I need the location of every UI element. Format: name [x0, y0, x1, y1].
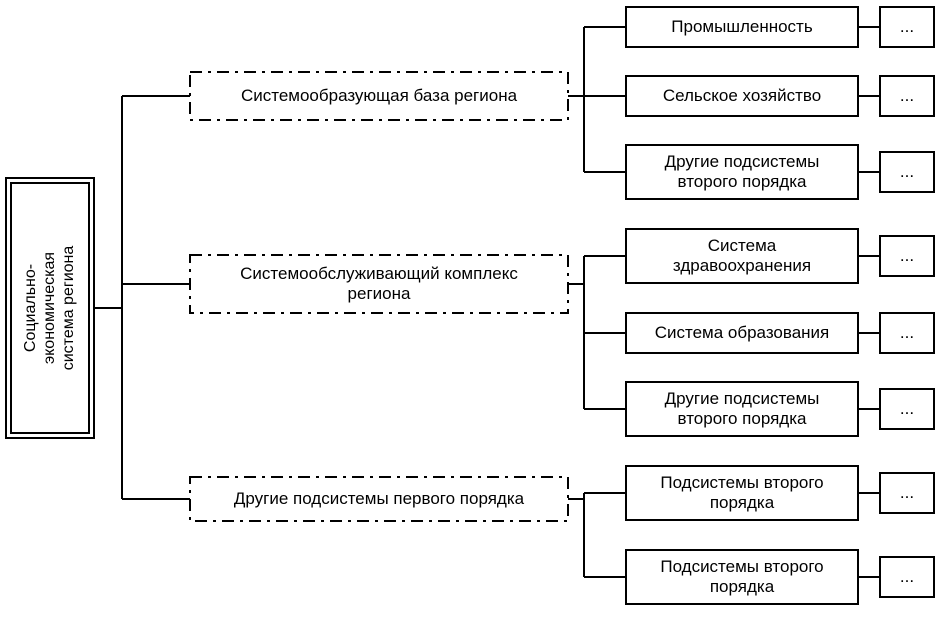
child-label-0-0: Промышленность: [671, 17, 813, 36]
ellipsis-label-1-2: ...: [900, 399, 914, 418]
branch-label-2: Другие подсистемы первого порядка: [234, 489, 525, 508]
ellipsis-label-2-0: ...: [900, 483, 914, 502]
ellipsis-label-1-1: ...: [900, 323, 914, 342]
child-label-0-2: Другие подсистемывторого порядка: [665, 152, 820, 191]
ellipsis-label-0-1: ...: [900, 86, 914, 105]
ellipsis-label-2-1: ...: [900, 567, 914, 586]
ellipsis-label-0-0: ...: [900, 17, 914, 36]
child-label-0-1: Сельское хозяйство: [663, 86, 821, 105]
child-label-1-2: Другие подсистемывторого порядка: [665, 389, 820, 428]
ellipsis-label-1-0: ...: [900, 246, 914, 265]
ellipsis-label-0-2: ...: [900, 162, 914, 181]
root-label: Социально-экономическаясистема региона: [22, 246, 77, 371]
child-label-1-1: Система образования: [655, 323, 830, 342]
branch-label-0: Системообразующая база региона: [241, 86, 518, 105]
